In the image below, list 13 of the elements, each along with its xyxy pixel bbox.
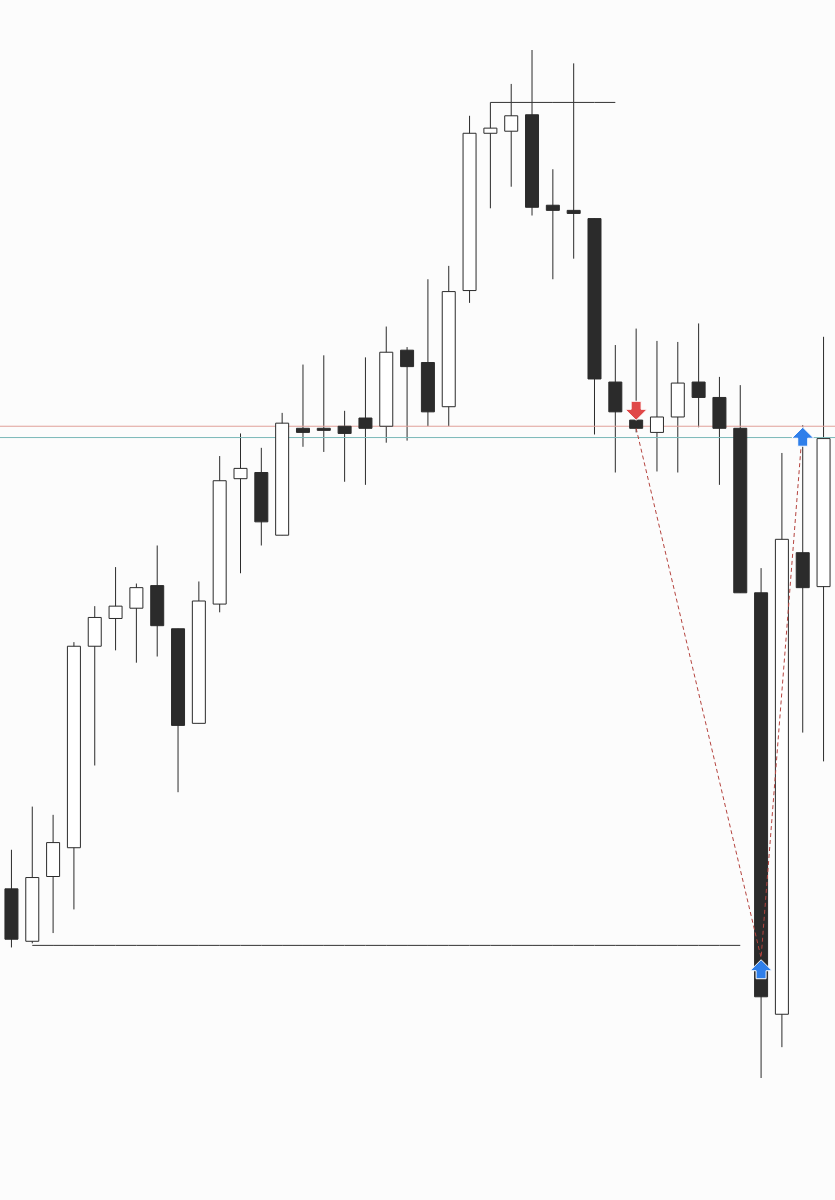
candlestick [108,566,123,651]
candlestick [295,364,310,448]
candlestick [316,354,331,453]
candlestick [691,322,706,428]
candlestick [649,340,664,472]
candlestick [129,583,144,664]
candlestick [358,356,373,486]
candlestick [795,424,810,734]
candlestick [629,328,644,433]
candlestick [400,346,415,442]
candlestick [337,410,352,483]
candlestick [545,168,560,280]
candlestick [233,432,248,574]
